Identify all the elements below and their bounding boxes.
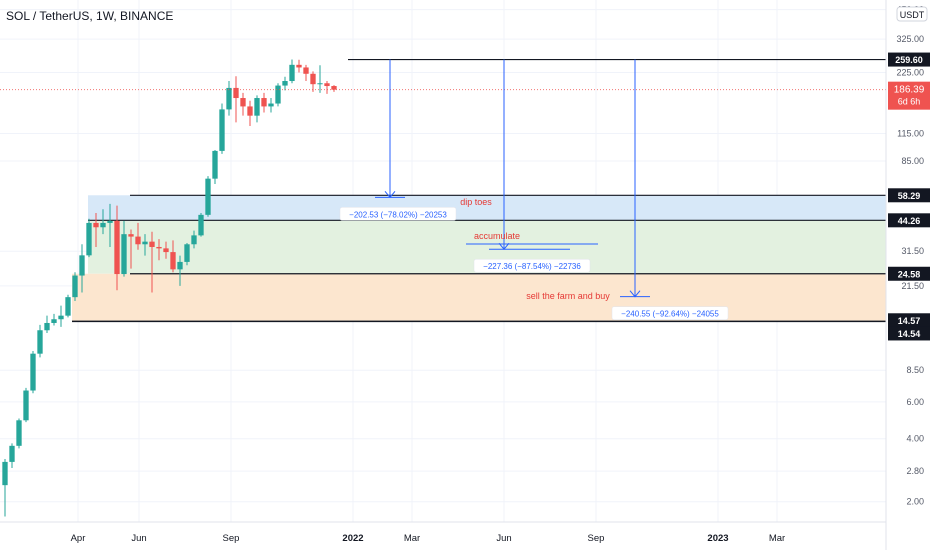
level-badge bbox=[888, 52, 930, 67]
annotation-0: dip toes bbox=[460, 197, 492, 207]
candle-body bbox=[156, 246, 162, 249]
candle-body bbox=[23, 390, 29, 421]
candle-body bbox=[310, 73, 316, 85]
y-tick-label: 2.00 bbox=[906, 497, 924, 507]
candle-body bbox=[191, 235, 197, 245]
y-tick-label: 6.00 bbox=[906, 397, 924, 407]
zone-0 bbox=[88, 195, 886, 221]
candle-body bbox=[2, 461, 8, 486]
candle-body bbox=[58, 315, 64, 320]
measure-label: −227.36 (−87.54%) −22736 bbox=[483, 262, 581, 271]
candle-body bbox=[275, 85, 281, 104]
x-tick-label: Sep bbox=[223, 533, 240, 544]
x-tick-label: 2022 bbox=[342, 533, 363, 544]
candle-body bbox=[100, 222, 106, 228]
x-tick-label: Apr bbox=[71, 533, 86, 544]
level-badge-label: 24.58 bbox=[898, 269, 921, 279]
x-tick-label: 2023 bbox=[707, 533, 728, 544]
candle-body bbox=[317, 83, 323, 85]
candle-body bbox=[149, 241, 155, 247]
candle-body bbox=[296, 64, 302, 68]
candle-body bbox=[107, 220, 113, 223]
current-price-label: 186.39 bbox=[894, 85, 925, 96]
level-badge-label: 44.26 bbox=[898, 216, 921, 226]
candle-body bbox=[261, 98, 267, 107]
current-price-badge bbox=[888, 81, 930, 110]
candle-body bbox=[254, 98, 260, 116]
candle-body bbox=[205, 178, 211, 215]
candle-body bbox=[163, 248, 169, 253]
y-tick-label: 115.00 bbox=[897, 129, 924, 139]
candle-body bbox=[331, 86, 337, 90]
candle-body bbox=[16, 420, 22, 446]
candle-body bbox=[198, 214, 204, 236]
candle-body bbox=[79, 255, 85, 276]
level-badge-label: 14.54 bbox=[898, 329, 921, 339]
y-tick-label: 85.00 bbox=[901, 156, 924, 166]
candle-body bbox=[233, 87, 239, 99]
y-tick-label: 2.80 bbox=[906, 466, 924, 476]
x-tick-label: Sep bbox=[588, 533, 605, 544]
measure-label-box bbox=[473, 258, 591, 273]
candle-body bbox=[282, 81, 288, 86]
candle-body bbox=[9, 445, 15, 462]
candle-body bbox=[114, 220, 120, 275]
level-badge bbox=[888, 188, 930, 203]
candle-body bbox=[177, 261, 183, 270]
candle-body bbox=[212, 150, 218, 179]
y-tick-label: 4.00 bbox=[906, 434, 924, 444]
candle-body bbox=[37, 330, 43, 354]
level-badge bbox=[888, 213, 930, 228]
measure-label: −240.55 (−92.64%) −24055 bbox=[621, 310, 719, 319]
candle-body bbox=[268, 103, 274, 107]
candle-body bbox=[86, 222, 92, 256]
level-badge-label: 259.60 bbox=[895, 55, 923, 65]
level-badge bbox=[888, 313, 930, 328]
x-tick-label: Jun bbox=[496, 533, 511, 544]
annotation-2: sell the farm and buy bbox=[526, 291, 610, 301]
y-tick-label: 8.50 bbox=[906, 365, 924, 375]
candle-body bbox=[128, 234, 134, 237]
y-tick-label: 21.50 bbox=[901, 281, 924, 291]
candle-body bbox=[30, 353, 36, 391]
candle-body bbox=[247, 106, 253, 116]
currency-badge-label: USDT bbox=[900, 10, 925, 20]
x-tick-label: Mar bbox=[769, 533, 785, 544]
candle-body bbox=[289, 64, 295, 82]
level-badge bbox=[888, 266, 930, 281]
zone-2 bbox=[72, 273, 886, 322]
y-tick-label: 225.00 bbox=[896, 68, 924, 78]
level-badge-label: 14.57 bbox=[898, 316, 921, 326]
candle-body bbox=[135, 236, 141, 245]
candle-body bbox=[226, 87, 232, 110]
level-badge-label: 58.29 bbox=[898, 191, 921, 201]
candle-body bbox=[219, 109, 225, 151]
candle-body bbox=[93, 222, 99, 228]
y-tick-label: 31.50 bbox=[901, 246, 924, 256]
x-tick-label: Mar bbox=[404, 533, 420, 544]
annotation-1: accumulate bbox=[474, 231, 520, 241]
candle-body bbox=[303, 67, 309, 74]
candle-body bbox=[121, 234, 127, 275]
candle-body bbox=[65, 297, 71, 316]
x-tick-label: Jun bbox=[131, 533, 146, 544]
candle-body bbox=[184, 244, 190, 262]
measure-label-box bbox=[611, 306, 729, 320]
measure-label: −202.53 (−78.02%) −20253 bbox=[349, 210, 447, 219]
candle-body bbox=[170, 252, 176, 270]
candle-body bbox=[51, 319, 57, 323]
countdown-label: 6d 6h bbox=[898, 97, 921, 107]
candle-body bbox=[44, 322, 50, 331]
candle-body bbox=[240, 98, 246, 107]
chart-title: SOL / TetherUS, 1W, BINANCE bbox=[6, 9, 174, 23]
candle-body bbox=[72, 275, 78, 298]
y-tick-label: 325.00 bbox=[896, 34, 924, 44]
level-badge bbox=[888, 326, 930, 341]
candle-body bbox=[142, 241, 148, 245]
currency-badge[interactable] bbox=[896, 6, 928, 22]
measure-label-box bbox=[339, 207, 457, 221]
candle-body bbox=[324, 83, 330, 87]
